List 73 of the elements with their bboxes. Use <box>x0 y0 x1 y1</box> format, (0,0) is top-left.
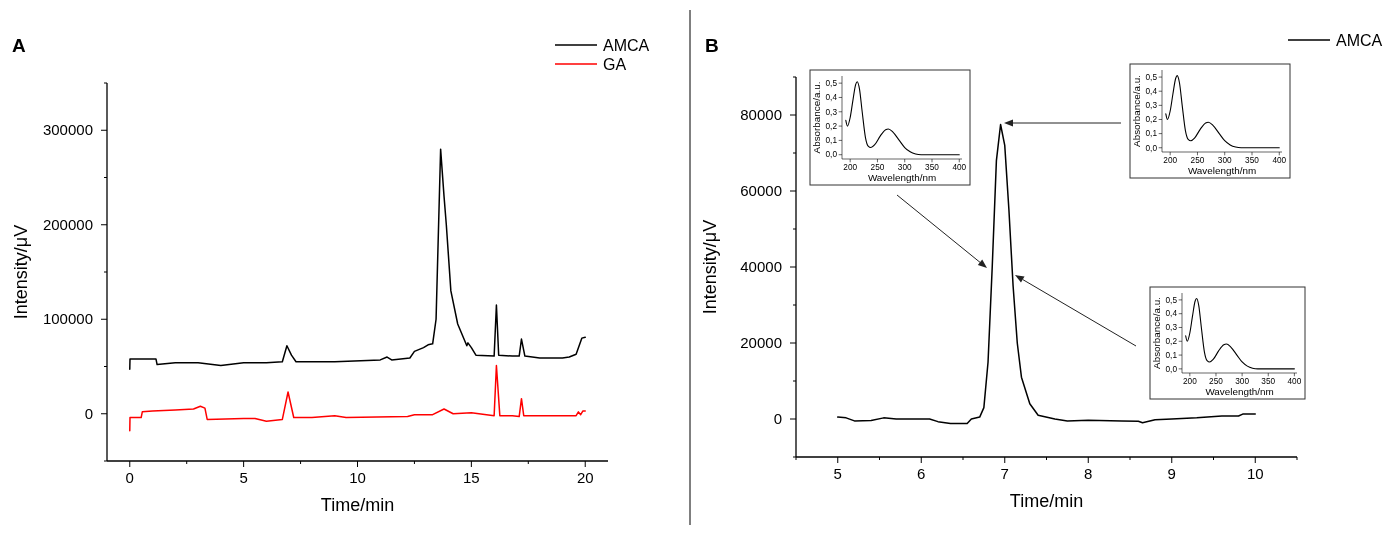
legend-label: GA <box>603 56 627 73</box>
x-tick-label: 9 <box>1167 465 1176 482</box>
x-tick-label: 250 <box>870 163 885 172</box>
x-tick-label: 400 <box>952 163 967 172</box>
x-axis-title: Wavelength/nm <box>867 172 937 183</box>
line-series <box>845 81 960 156</box>
line-series <box>129 148 586 371</box>
y-tick-label: 0,4 <box>825 93 838 103</box>
chart-title: A <box>12 35 26 56</box>
x-tick-label: 10 <box>349 469 366 486</box>
x-tick-label: 10 <box>1246 465 1264 482</box>
x-tick-label: 5 <box>239 469 248 486</box>
y-tick-label: 0,2 <box>1145 115 1158 125</box>
x-tick-label: 250 <box>1209 377 1224 386</box>
y-axis-title: Intensity/μV <box>11 224 31 320</box>
x-tick-label: 5 <box>833 465 842 482</box>
x-tick-label: 350 <box>1261 377 1276 386</box>
y-axis-title: Intensity/μV <box>700 219 720 315</box>
legend-label: AMCA <box>603 37 650 54</box>
x-tick-label: 20 <box>576 469 594 486</box>
y-tick-label: 0,3 <box>1145 101 1158 111</box>
x-tick-label: 200 <box>1182 377 1198 386</box>
x-axis-title: Time/min <box>1009 491 1084 511</box>
x-tick-label: 350 <box>1245 156 1260 165</box>
y-axis-title: Absorbance/a.u. <box>1131 75 1142 147</box>
y-tick-label: 0,1 <box>825 136 838 146</box>
y-tick-label: 0,0 <box>825 150 838 160</box>
y-tick-label: 300000 <box>42 121 93 139</box>
y-tick-label: 0,4 <box>1165 309 1178 319</box>
x-tick-label: 200 <box>1163 156 1178 165</box>
x-tick-label: 400 <box>1287 377 1302 386</box>
y-tick-label: 20000 <box>740 334 782 351</box>
y-tick-label: 0,2 <box>825 121 838 131</box>
x-tick-label: 200 <box>843 163 858 172</box>
y-tick-label: 40000 <box>740 258 782 275</box>
y-tick-label: 0,3 <box>1165 323 1178 333</box>
y-tick-label: 0,5 <box>1165 295 1178 305</box>
line-series <box>1165 75 1280 149</box>
y-tick-label: 0,2 <box>1165 337 1178 347</box>
y-tick-label: 0,3 <box>825 107 838 117</box>
y-tick-label: 0,0 <box>1145 143 1158 153</box>
x-axis-title: Wavelength/nm <box>1187 165 1257 176</box>
y-axis-title: Absorbance/a.u. <box>811 81 822 154</box>
y-tick-label: 0,4 <box>1145 86 1158 96</box>
y-tick-label: 200000 <box>42 215 93 233</box>
y-tick-label: 0 <box>773 410 782 427</box>
x-tick-label: 250 <box>1190 156 1205 165</box>
y-tick-label: 0 <box>84 404 93 422</box>
y-axis-title: Absorbance/a.u. <box>1151 297 1162 369</box>
y-tick-label: 60000 <box>740 182 782 199</box>
y-tick-label: 0,5 <box>1145 72 1158 82</box>
x-tick-label: 6 <box>917 465 926 482</box>
x-axis-title: Wavelength/nm <box>1205 386 1274 397</box>
y-tick-label: 0,0 <box>1165 364 1178 374</box>
line-series <box>1185 297 1295 370</box>
x-axis-title: Time/min <box>320 495 395 515</box>
x-tick-label: 350 <box>925 163 940 172</box>
line-series <box>129 364 586 432</box>
x-tick-label: 300 <box>897 163 913 172</box>
y-tick-label: 0,1 <box>1165 350 1178 360</box>
x-tick-label: 8 <box>1084 465 1093 482</box>
chart-title: B <box>705 35 719 56</box>
legend-label: AMCA <box>1336 32 1383 49</box>
x-tick-label: 300 <box>1235 377 1250 386</box>
y-tick-label: 100000 <box>42 310 93 328</box>
y-tick-label: 0,1 <box>1145 129 1158 139</box>
x-tick-label: 300 <box>1217 156 1233 165</box>
x-tick-label: 7 <box>1000 465 1009 482</box>
y-tick-label: 80000 <box>740 106 782 123</box>
x-tick-label: 0 <box>125 469 134 486</box>
x-tick-label: 400 <box>1272 156 1287 165</box>
y-tick-label: 0,5 <box>825 78 838 88</box>
x-tick-label: 15 <box>463 469 480 486</box>
